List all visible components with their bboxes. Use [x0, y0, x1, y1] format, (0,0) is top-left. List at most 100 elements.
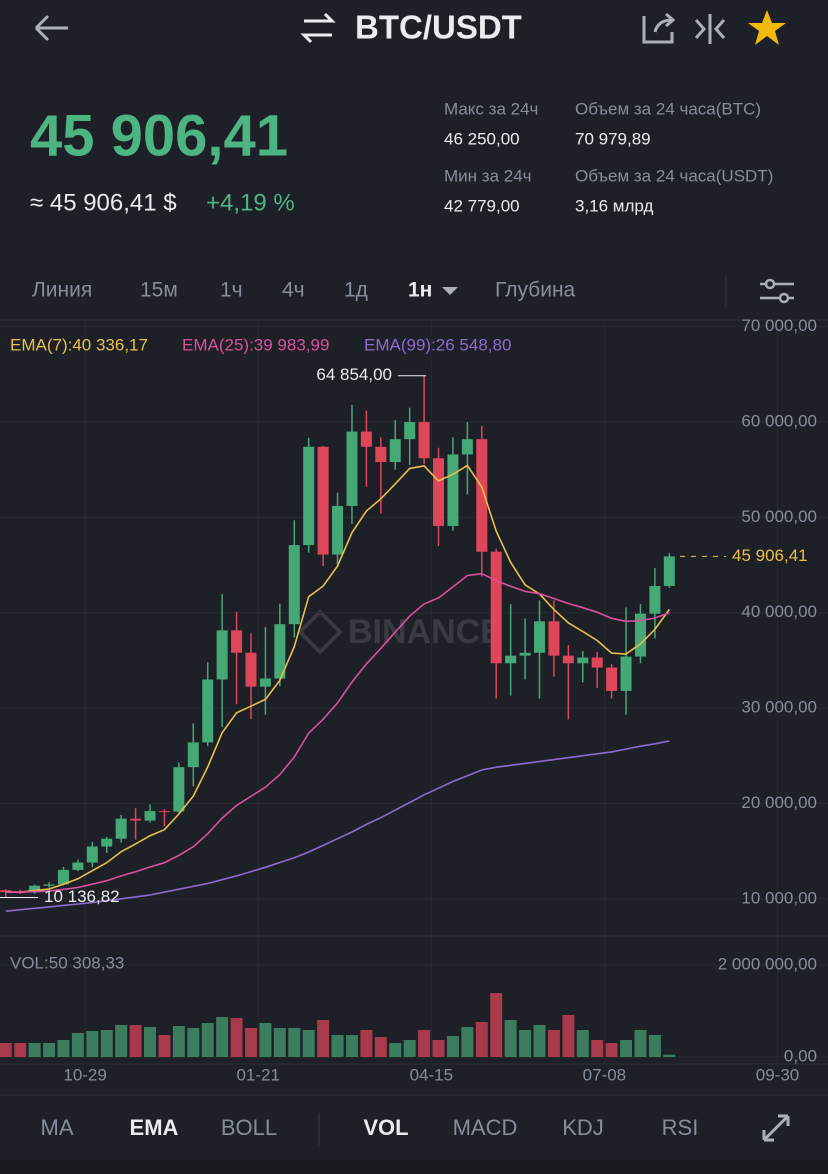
volume-bar: [648, 1035, 661, 1057]
y-tick-label: 30 000,00: [741, 698, 817, 717]
candle-body: [404, 422, 416, 440]
bottom-edge: [0, 1160, 828, 1174]
watermark-text: BINANCE: [348, 613, 503, 651]
indicator-tab[interactable]: KDJ: [562, 1115, 604, 1140]
volume-bar: [620, 1039, 633, 1057]
swap-icon[interactable]: [300, 12, 336, 44]
candle-body: [130, 818, 142, 821]
volume-bar: [273, 1028, 286, 1057]
volume-bar: [576, 1029, 589, 1057]
interval-tab[interactable]: Глубина: [495, 279, 576, 302]
candle-body: [505, 655, 517, 664]
candle-body: [389, 439, 401, 463]
candle-body: [663, 556, 675, 587]
fullscreen-icon[interactable]: [762, 1114, 790, 1142]
ema-line: [5, 740, 670, 912]
dropdown-arrow: [442, 287, 458, 295]
volume-bar: [302, 1029, 315, 1057]
candle-body: [0, 890, 12, 893]
volume-bar: [446, 1035, 459, 1057]
indicator-tab[interactable]: MACD: [453, 1115, 518, 1140]
volume-bar: [57, 1039, 70, 1057]
indicator-tab[interactable]: MA: [41, 1115, 74, 1140]
volume-bar: [317, 1020, 330, 1057]
volume-bar: [288, 1028, 301, 1057]
interval-tab[interactable]: 1ч: [220, 279, 243, 302]
volume-bar: [389, 1043, 402, 1057]
candle-body: [461, 439, 473, 455]
price-usd: ≈ 45 906,41 $: [30, 189, 177, 216]
candle-body: [360, 431, 372, 447]
candle-body: [476, 439, 488, 552]
volume-bar: [129, 1024, 142, 1057]
share-icon[interactable]: [642, 12, 676, 44]
stat-label: Макс за 24ч: [444, 99, 538, 118]
candle-body: [231, 630, 243, 653]
interval-tab[interactable]: 15м: [140, 279, 178, 302]
volume-bar: [360, 1029, 373, 1057]
volume-bar: [43, 1043, 56, 1057]
y-tick-label: 70 000,00: [741, 316, 817, 335]
volume-bar: [663, 1054, 676, 1057]
interval-tabs: Линия 15м 1ч 4ч 1д 1н Глубина: [32, 279, 576, 302]
candle-body: [591, 657, 603, 668]
candle-body: [144, 811, 156, 821]
pair-title[interactable]: BTC/USDT: [355, 9, 522, 46]
indicator-tab[interactable]: RSI: [662, 1115, 699, 1140]
volume-bar: [403, 1039, 416, 1057]
volume-bar: [100, 1029, 113, 1057]
volume-bar: [475, 1021, 488, 1057]
volume-bar: [0, 1043, 12, 1057]
volume-bar: [158, 1035, 171, 1057]
x-tick-label: 07-08: [583, 1065, 626, 1084]
candle-body: [245, 652, 257, 687]
volume-bar: [14, 1043, 27, 1057]
volume-bar: [418, 1029, 431, 1057]
volume-bar: [533, 1024, 546, 1057]
legend-entry: EMA(25):39 983,99: [182, 335, 329, 354]
stat-value: 3,16 млрд: [575, 196, 653, 215]
candle-body: [86, 846, 98, 863]
ema-line: [5, 464, 670, 894]
y-tick-label: 40 000,00: [741, 602, 817, 621]
last-price-label: 45 906,41: [732, 546, 808, 565]
volume-bar: [144, 1027, 157, 1057]
last-price: 45 906,41: [30, 103, 288, 168]
interval-tab[interactable]: 1н: [408, 279, 432, 302]
indicator-tabs: MA EMA BOLL VOL MACD KDJ RSI: [41, 1115, 699, 1140]
interval-tab[interactable]: 1д: [344, 279, 368, 302]
legend-entry: EMA(99):26 548,80: [364, 335, 511, 354]
volume-title: VOL:50 308,33: [10, 953, 124, 972]
candle-body: [548, 621, 560, 656]
volume-bar: [634, 1029, 647, 1057]
candle-body: [533, 621, 545, 653]
stat-label: Объем за 24 часа(USDT): [575, 166, 773, 185]
interval-tab[interactable]: 4ч: [282, 279, 305, 302]
compare-icon[interactable]: [694, 14, 726, 44]
candle-body: [634, 613, 646, 657]
volume-bar: [504, 1020, 517, 1057]
high-marker-label: 64 854,00: [316, 365, 392, 384]
y-tick-label: 60 000,00: [741, 412, 817, 431]
low-marker-label: 10 136,82: [44, 887, 120, 906]
favorite-star[interactable]: [748, 10, 786, 45]
volume-bar: [187, 1028, 200, 1057]
indicator-tab[interactable]: BOLL: [221, 1115, 277, 1140]
interval-tab[interactable]: Линия: [32, 279, 92, 302]
back-button[interactable]: [34, 14, 68, 42]
candle-body: [173, 767, 185, 812]
volume-bar: [216, 1016, 229, 1057]
indicator-tab[interactable]: VOL: [363, 1115, 408, 1140]
candle-body: [303, 446, 315, 546]
x-tick-label: 01-21: [236, 1065, 279, 1084]
volume-bar: [86, 1031, 99, 1057]
volume-bar: [519, 1029, 532, 1057]
volume-bar: [562, 1015, 575, 1057]
indicator-tab[interactable]: EMA: [130, 1115, 179, 1140]
candle-body: [606, 667, 618, 691]
watermark: BINANCE: [297, 609, 503, 655]
price-change: +4,19 %: [206, 189, 295, 216]
